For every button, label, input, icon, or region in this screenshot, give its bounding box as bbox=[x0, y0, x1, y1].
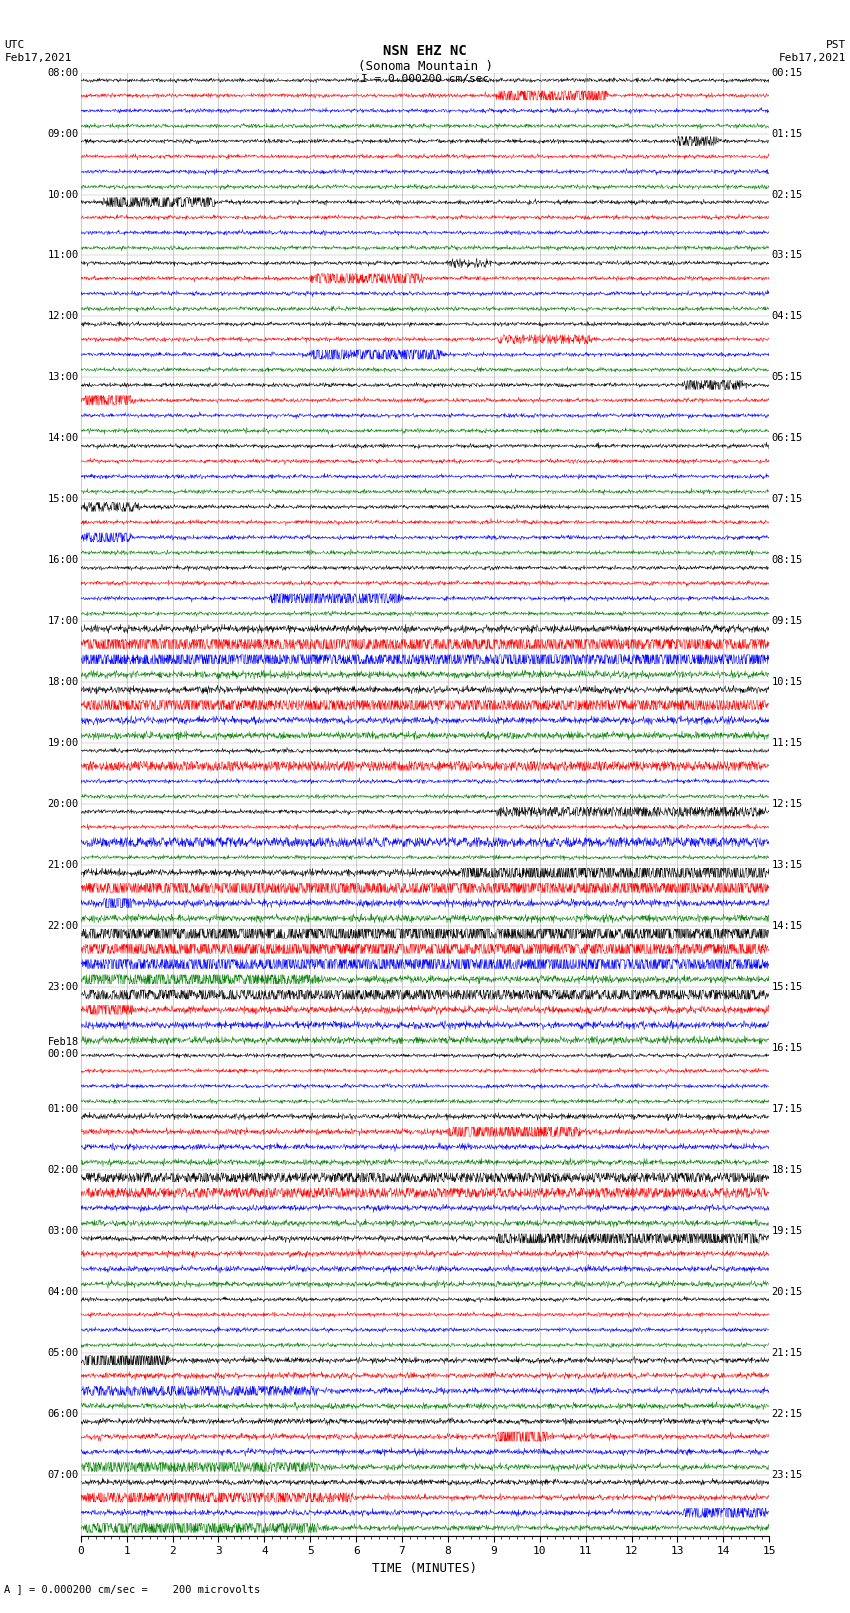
Text: 09:15: 09:15 bbox=[771, 616, 802, 626]
Text: 16:00: 16:00 bbox=[48, 555, 79, 565]
Text: 20:15: 20:15 bbox=[771, 1287, 802, 1297]
Text: 03:15: 03:15 bbox=[771, 250, 802, 260]
Text: 16:15: 16:15 bbox=[771, 1044, 802, 1053]
Text: 06:00: 06:00 bbox=[48, 1408, 79, 1419]
Text: 18:15: 18:15 bbox=[771, 1165, 802, 1174]
Text: 12:00: 12:00 bbox=[48, 311, 79, 321]
Text: 05:15: 05:15 bbox=[771, 373, 802, 382]
Text: 08:15: 08:15 bbox=[771, 555, 802, 565]
Text: 01:00: 01:00 bbox=[48, 1103, 79, 1115]
Text: 20:00: 20:00 bbox=[48, 798, 79, 810]
Text: 11:00: 11:00 bbox=[48, 250, 79, 260]
Text: 22:15: 22:15 bbox=[771, 1408, 802, 1419]
Text: 04:15: 04:15 bbox=[771, 311, 802, 321]
Text: I = 0.000200 cm/sec: I = 0.000200 cm/sec bbox=[361, 74, 489, 84]
Text: 05:00: 05:00 bbox=[48, 1348, 79, 1358]
Text: A ] = 0.000200 cm/sec =    200 microvolts: A ] = 0.000200 cm/sec = 200 microvolts bbox=[4, 1584, 260, 1594]
Text: 21:00: 21:00 bbox=[48, 860, 79, 869]
Text: 10:15: 10:15 bbox=[771, 677, 802, 687]
Text: 23:00: 23:00 bbox=[48, 982, 79, 992]
Text: 15:15: 15:15 bbox=[771, 982, 802, 992]
Text: 13:00: 13:00 bbox=[48, 373, 79, 382]
Text: 17:15: 17:15 bbox=[771, 1103, 802, 1115]
Text: 17:00: 17:00 bbox=[48, 616, 79, 626]
Text: 10:00: 10:00 bbox=[48, 189, 79, 200]
Text: UTC: UTC bbox=[4, 40, 25, 50]
Text: Feb17,2021: Feb17,2021 bbox=[4, 53, 71, 63]
Text: 23:15: 23:15 bbox=[771, 1469, 802, 1479]
Text: 15:00: 15:00 bbox=[48, 494, 79, 505]
Text: 06:15: 06:15 bbox=[771, 434, 802, 444]
Text: 00:15: 00:15 bbox=[771, 68, 802, 77]
Text: 13:15: 13:15 bbox=[771, 860, 802, 869]
Text: Feb18
00:00: Feb18 00:00 bbox=[48, 1037, 79, 1058]
Text: 18:00: 18:00 bbox=[48, 677, 79, 687]
Text: 14:00: 14:00 bbox=[48, 434, 79, 444]
Text: 07:15: 07:15 bbox=[771, 494, 802, 505]
Text: 19:15: 19:15 bbox=[771, 1226, 802, 1236]
Text: 09:00: 09:00 bbox=[48, 129, 79, 139]
Text: 21:15: 21:15 bbox=[771, 1348, 802, 1358]
Text: 07:00: 07:00 bbox=[48, 1469, 79, 1479]
Text: 19:00: 19:00 bbox=[48, 739, 79, 748]
Text: 02:15: 02:15 bbox=[771, 189, 802, 200]
Text: 22:00: 22:00 bbox=[48, 921, 79, 931]
X-axis label: TIME (MINUTES): TIME (MINUTES) bbox=[372, 1561, 478, 1574]
Text: 12:15: 12:15 bbox=[771, 798, 802, 810]
Text: 02:00: 02:00 bbox=[48, 1165, 79, 1174]
Text: 14:15: 14:15 bbox=[771, 921, 802, 931]
Text: Feb17,2021: Feb17,2021 bbox=[779, 53, 846, 63]
Text: NSN EHZ NC: NSN EHZ NC bbox=[383, 44, 467, 58]
Text: (Sonoma Mountain ): (Sonoma Mountain ) bbox=[358, 60, 492, 73]
Text: 04:00: 04:00 bbox=[48, 1287, 79, 1297]
Text: 11:15: 11:15 bbox=[771, 739, 802, 748]
Text: 01:15: 01:15 bbox=[771, 129, 802, 139]
Text: 03:00: 03:00 bbox=[48, 1226, 79, 1236]
Text: PST: PST bbox=[825, 40, 846, 50]
Text: 08:00: 08:00 bbox=[48, 68, 79, 77]
